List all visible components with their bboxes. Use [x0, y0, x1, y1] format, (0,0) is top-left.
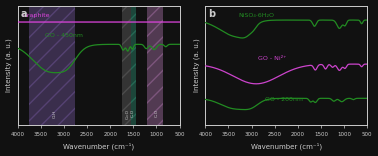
Bar: [147, 6, 163, 125]
Text: b: b: [208, 9, 215, 19]
Text: GO - 200nm: GO - 200nm: [265, 98, 303, 102]
Text: GO - Ni²⁺: GO - Ni²⁺: [258, 56, 287, 61]
X-axis label: Wavenumber (cm⁻¹): Wavenumber (cm⁻¹): [251, 143, 322, 150]
Text: Graphite: Graphite: [22, 13, 50, 18]
Bar: [130, 6, 136, 125]
Text: C-O: C-O: [131, 109, 135, 117]
Text: a: a: [21, 9, 27, 19]
Y-axis label: Intensity (a. u.): Intensity (a. u.): [6, 38, 12, 92]
Bar: [122, 6, 132, 125]
Text: C=O: C=O: [125, 109, 129, 119]
X-axis label: Wavenumber (cm⁻¹): Wavenumber (cm⁻¹): [63, 143, 134, 150]
Text: NiSO₄·6H₂O: NiSO₄·6H₂O: [238, 13, 274, 18]
Bar: [29, 6, 76, 125]
Text: C-O: C-O: [155, 109, 158, 117]
Y-axis label: Intensity (a. u.): Intensity (a. u.): [193, 38, 200, 92]
Text: GO - 450nm: GO - 450nm: [45, 33, 83, 38]
Text: O-H: O-H: [53, 109, 57, 118]
